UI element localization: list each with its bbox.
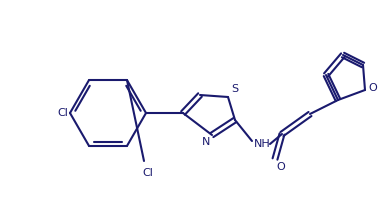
Text: S: S <box>231 84 238 94</box>
Text: N: N <box>201 137 210 147</box>
Text: NH: NH <box>254 139 271 149</box>
Text: O: O <box>368 83 377 93</box>
Text: O: O <box>276 162 285 172</box>
Text: Cl: Cl <box>143 168 153 178</box>
Text: Cl: Cl <box>57 108 68 118</box>
